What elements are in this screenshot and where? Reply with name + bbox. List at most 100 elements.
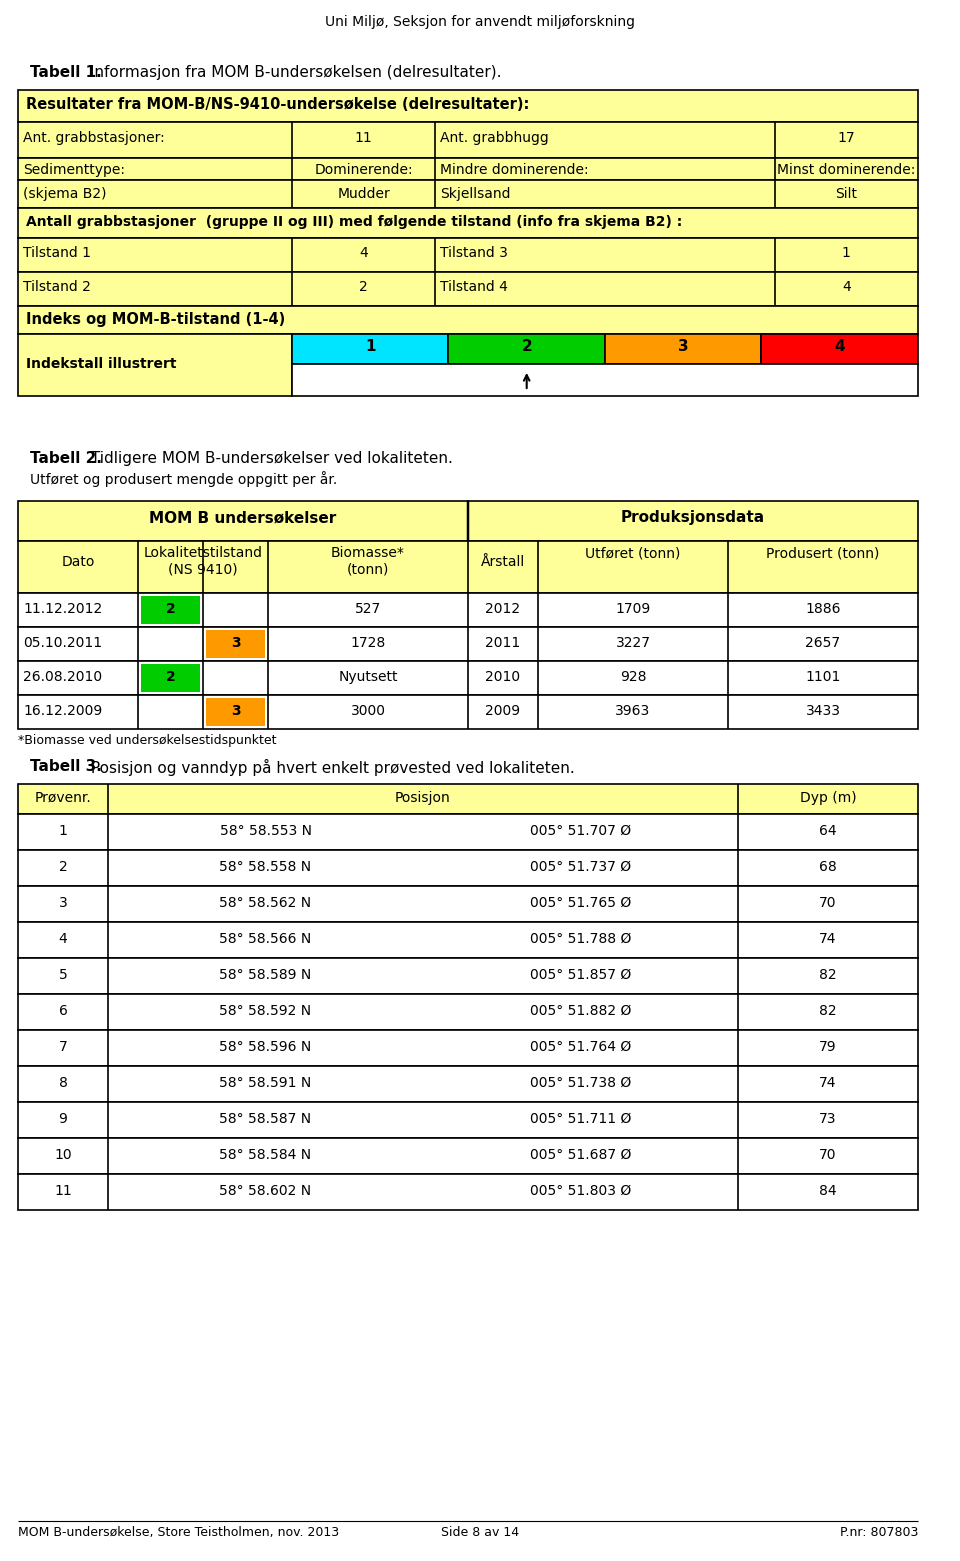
Text: 05.10.2011: 05.10.2011 <box>23 635 102 649</box>
Bar <box>448 334 605 364</box>
Text: 4: 4 <box>842 279 851 293</box>
Bar <box>206 631 265 659</box>
Bar <box>18 1102 918 1138</box>
Text: Mudder: Mudder <box>337 187 390 201</box>
Text: Antall grabbstasjoner  (gruppe II og III) med følgende tilstand (info fra skjema: Antall grabbstasjoner (gruppe II og III)… <box>26 215 683 229</box>
Text: 2657: 2657 <box>805 635 841 649</box>
Bar <box>206 698 265 726</box>
Text: 005° 51.882 Ø: 005° 51.882 Ø <box>530 1004 631 1018</box>
Text: 1886: 1886 <box>805 603 841 617</box>
Text: 3: 3 <box>59 896 67 910</box>
Text: 58° 58.591 N: 58° 58.591 N <box>220 1076 312 1090</box>
Text: 74: 74 <box>819 932 837 946</box>
Text: 005° 51.707 Ø: 005° 51.707 Ø <box>530 824 631 838</box>
Text: 005° 51.687 Ø: 005° 51.687 Ø <box>530 1147 631 1161</box>
Text: 2: 2 <box>166 603 176 617</box>
Text: 58° 58.584 N: 58° 58.584 N <box>220 1147 312 1161</box>
Text: 1: 1 <box>59 824 67 838</box>
Bar <box>18 813 918 851</box>
Text: 11: 11 <box>355 131 372 145</box>
Text: MOM B undersøkelser: MOM B undersøkelser <box>150 510 337 524</box>
Text: 70: 70 <box>819 896 837 910</box>
Text: 64: 64 <box>819 824 837 838</box>
Bar <box>18 122 918 158</box>
Text: 3963: 3963 <box>615 704 651 718</box>
Text: Dyp (m): Dyp (m) <box>800 791 856 805</box>
Text: Informasjon fra MOM B-undersøkelsen (delresultater).: Informasjon fra MOM B-undersøkelsen (del… <box>85 66 501 80</box>
Text: 3000: 3000 <box>350 704 386 718</box>
Bar <box>292 334 448 364</box>
Text: 4: 4 <box>359 247 368 261</box>
Text: 928: 928 <box>620 670 646 684</box>
Text: Lokalitetstilstand
(NS 9410): Lokalitetstilstand (NS 9410) <box>143 546 262 576</box>
Bar <box>141 596 200 624</box>
Text: 005° 51.857 Ø: 005° 51.857 Ø <box>530 968 631 982</box>
Text: 3433: 3433 <box>805 704 841 718</box>
Text: 2: 2 <box>521 339 532 354</box>
Text: 2: 2 <box>166 670 176 684</box>
Text: Tilstand 1: Tilstand 1 <box>23 247 91 261</box>
Text: Uni Miljø, Seksjon for anvendt miljøforskning: Uni Miljø, Seksjon for anvendt miljøfors… <box>325 16 635 30</box>
Text: Indekstall illustrert: Indekstall illustrert <box>26 357 177 372</box>
Text: Tilstand 2: Tilstand 2 <box>23 279 91 293</box>
Text: 2011: 2011 <box>486 635 520 649</box>
Text: *Biomasse ved undersøkelsestidspunktet: *Biomasse ved undersøkelsestidspunktet <box>18 734 276 748</box>
Bar <box>18 1138 918 1174</box>
Text: 16.12.2009: 16.12.2009 <box>23 704 103 718</box>
Text: 58° 58.566 N: 58° 58.566 N <box>220 932 312 946</box>
Text: 58° 58.592 N: 58° 58.592 N <box>220 1004 312 1018</box>
Bar <box>141 663 200 692</box>
Text: 1101: 1101 <box>805 670 841 684</box>
Text: 70: 70 <box>819 1147 837 1161</box>
Text: 17: 17 <box>837 131 855 145</box>
Bar <box>18 1066 918 1102</box>
Bar <box>18 1030 918 1066</box>
Text: 8: 8 <box>59 1076 67 1090</box>
Bar <box>18 208 918 237</box>
Text: 527: 527 <box>355 603 381 617</box>
Text: 10: 10 <box>54 1147 72 1161</box>
Bar <box>18 334 292 396</box>
Text: 58° 58.596 N: 58° 58.596 N <box>220 1040 312 1054</box>
Text: 1728: 1728 <box>350 635 386 649</box>
Text: Side 8 av 14: Side 8 av 14 <box>441 1527 519 1539</box>
Text: P.nr: 807803: P.nr: 807803 <box>840 1527 918 1539</box>
Text: Mindre dominerende:: Mindre dominerende: <box>441 162 589 176</box>
Text: Posisjon og vanndyp på hvert enkelt prøvested ved lokaliteten.: Posisjon og vanndyp på hvert enkelt prøv… <box>86 759 575 776</box>
Bar <box>18 91 918 122</box>
Text: 79: 79 <box>819 1040 837 1054</box>
Text: 58° 58.553 N: 58° 58.553 N <box>220 824 311 838</box>
Text: Silt: Silt <box>835 187 857 201</box>
Bar <box>18 237 918 272</box>
Text: 58° 58.562 N: 58° 58.562 N <box>220 896 312 910</box>
Bar <box>468 501 918 542</box>
Text: (skjema B2): (skjema B2) <box>23 187 107 201</box>
Text: 82: 82 <box>819 1004 837 1018</box>
Text: Indeks og MOM-B-tilstand (1-4): Indeks og MOM-B-tilstand (1-4) <box>26 312 285 326</box>
Text: Skjellsand: Skjellsand <box>441 187 511 201</box>
Bar <box>18 593 918 628</box>
Text: Tabell 2.: Tabell 2. <box>30 451 102 467</box>
Text: 1: 1 <box>365 339 375 354</box>
Text: Resultater fra MOM-B/NS-9410-undersøkelse (delresultater):: Resultater fra MOM-B/NS-9410-undersøkels… <box>26 97 529 112</box>
Text: Produsert (tonn): Produsert (tonn) <box>766 546 879 560</box>
Text: 1: 1 <box>842 247 851 261</box>
Bar <box>18 851 918 887</box>
Text: 11: 11 <box>54 1183 72 1197</box>
Text: 3227: 3227 <box>615 635 651 649</box>
Text: 58° 58.558 N: 58° 58.558 N <box>220 860 312 874</box>
Text: 005° 51.803 Ø: 005° 51.803 Ø <box>530 1183 631 1197</box>
Text: 74: 74 <box>819 1076 837 1090</box>
Text: 6: 6 <box>59 1004 67 1018</box>
Text: MOM B-undersøkelse, Store Teistholmen, nov. 2013: MOM B-undersøkelse, Store Teistholmen, n… <box>18 1527 339 1539</box>
Text: Tilstand 3: Tilstand 3 <box>441 247 508 261</box>
Text: Prøvenr.: Prøvenr. <box>35 791 91 805</box>
Bar <box>605 334 761 364</box>
Text: 005° 51.738 Ø: 005° 51.738 Ø <box>530 1076 631 1090</box>
Text: Utføret og produsert mengde oppgitt per år.: Utføret og produsert mengde oppgitt per … <box>30 471 337 487</box>
Text: 2: 2 <box>59 860 67 874</box>
Text: 7: 7 <box>59 1040 67 1054</box>
Bar <box>18 887 918 923</box>
Bar <box>18 660 918 695</box>
Text: Utføret (tonn): Utføret (tonn) <box>586 546 681 560</box>
